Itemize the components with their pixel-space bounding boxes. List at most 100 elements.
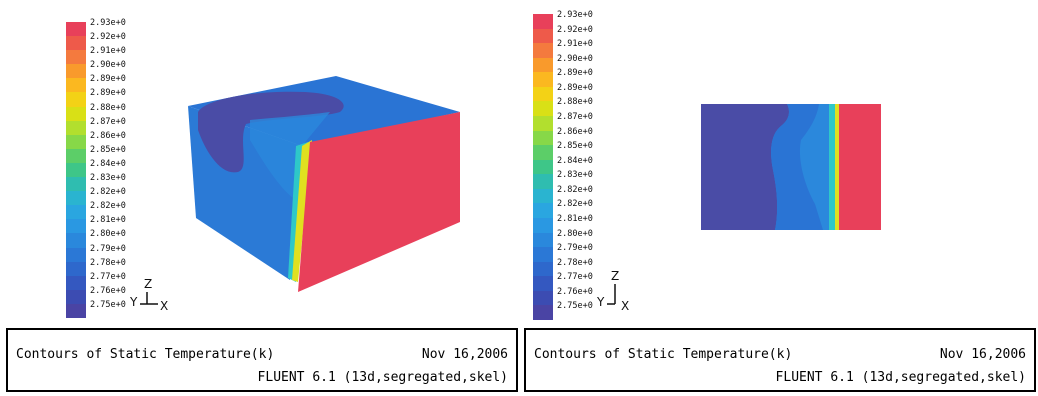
color-scale-tick-label: 2.82e+0 [557, 184, 593, 195]
caption-software: FLUENT 6.1 (13d,segregated,skel) [257, 370, 508, 385]
color-scale-tick-label: 2.82e+0 [90, 201, 126, 212]
temperature-contour-3d-box [188, 76, 460, 292]
caption-box: Contours of Static Temperature(k) Nov 16… [6, 328, 518, 392]
color-scale-swatch [533, 145, 553, 161]
color-scale-swatch [66, 106, 86, 122]
color-scale-tick-label: 2.78e+0 [557, 257, 593, 268]
color-scale-tick-label: 2.75e+0 [90, 299, 126, 310]
cold-region-top [198, 91, 344, 173]
color-scale-swatch [533, 86, 553, 102]
color-scale-tick-label: 2.92e+0 [557, 24, 593, 35]
color-scale-tick-label: 2.85e+0 [557, 141, 593, 152]
color-scale-swatch [533, 305, 553, 321]
color-scale-swatch [66, 247, 86, 263]
color-scale-swatch [533, 174, 553, 190]
color-scale-swatch [66, 36, 86, 51]
caption-software: FLUENT 6.1 (13d,segregated,skel) [775, 370, 1026, 385]
color-scale-tick-label: 2.84e+0 [90, 158, 126, 169]
color-scale-tick-label: 2.89e+0 [557, 68, 593, 79]
color-scale-tick-label: 2.86e+0 [90, 130, 126, 141]
color-scale-swatch [533, 276, 553, 292]
color-scale-swatch [533, 188, 553, 204]
color-scale-tick-label: 2.91e+0 [90, 46, 126, 57]
interface-cyan-band [829, 104, 837, 230]
color-scale-swatch [533, 101, 553, 117]
caption-box: Contours of Static Temperature(k) Nov 16… [524, 328, 1036, 392]
axes-arrows [140, 292, 158, 305]
color-scale-tick-label: 2.89e+0 [557, 82, 593, 93]
contour-panel-2d: 2.93e+0 2.92e+0 2.91e+0 2.90e+0 2.89e+0 2.89e… [519, 0, 1038, 396]
axis-y-label: Y [597, 295, 605, 309]
cold-region-left [701, 104, 789, 230]
color-scale-tick-label: 2.75e+0 [557, 301, 593, 312]
caption-date: Nov 16,2006 [939, 347, 1026, 362]
color-scale-swatch [533, 247, 553, 263]
color-scale-tick-label: 2.78e+0 [90, 257, 126, 268]
color-scale-tick-label: 2.77e+0 [557, 272, 593, 283]
color-scale-tick-label: 2.86e+0 [557, 126, 593, 137]
color-scale-tick-label: 2.91e+0 [557, 39, 593, 50]
color-scale-tick-label: 2.84e+0 [557, 155, 593, 166]
color-scale-swatch [66, 233, 86, 249]
color-scale-swatch [533, 159, 553, 175]
color-scale-tick-label: 2.89e+0 [90, 74, 126, 85]
axis-x-label: X [160, 299, 169, 313]
color-scale-swatch [66, 289, 86, 305]
axis-x-label: X [621, 299, 630, 313]
mid-band [250, 112, 330, 200]
color-scale-tick-label: 2.83e+0 [557, 170, 593, 181]
color-scale-tick-label: 2.87e+0 [557, 112, 593, 122]
color-scale-tick-label: 2.87e+0 [90, 116, 126, 127]
color-scale-tick-label: 2.77e+0 [90, 271, 126, 282]
axes-arrows [607, 284, 616, 305]
color-scale-tick-label: 2.76e+0 [557, 286, 593, 297]
caption-title: Contours of Static Temperature(k) [534, 347, 793, 362]
caption-title: Contours of Static Temperature(k) [16, 347, 275, 362]
temperature-contour-2d-plane [701, 104, 881, 230]
color-scale-swatch [66, 261, 86, 277]
color-scale-swatch [533, 130, 553, 146]
color-scale-tick-label: 2.81e+0 [90, 215, 126, 226]
axes-triad: Z Y X [597, 270, 647, 316]
color-scale-tick-label: 2.82e+0 [90, 187, 126, 198]
hot-region-right [839, 104, 881, 230]
color-scale-tick-label: 2.88e+0 [90, 102, 126, 113]
box-right-face-hot [298, 112, 460, 292]
color-scale-bar [533, 14, 553, 321]
color-scale-swatch [533, 232, 553, 248]
color-scale-swatch [66, 78, 86, 93]
color-scale-swatch [66, 120, 86, 136]
color-scale-swatch [66, 64, 86, 79]
color-scale-swatch [533, 116, 553, 132]
caption-date: Nov 16,2006 [421, 347, 508, 362]
color-scale-swatch [533, 43, 553, 59]
color-scale-swatch [66, 275, 86, 291]
color-scale-tick-label: 2.80e+0 [90, 229, 126, 240]
color-scale-swatch [533, 203, 553, 219]
color-scale-swatch [533, 290, 553, 306]
color-scale-tick-label: 2.90e+0 [557, 53, 593, 64]
color-scale-tick-label: 2.93e+0 [90, 18, 126, 28]
color-scale-swatch [66, 219, 86, 234]
color-scale-tick-label: 2.88e+0 [557, 97, 593, 108]
color-scale-swatch [533, 261, 553, 277]
color-scale-swatch [66, 191, 86, 206]
color-scale-bar [66, 22, 86, 319]
color-scale-swatch [66, 205, 86, 220]
color-scale-swatch [66, 92, 86, 108]
color-scale-swatch [533, 57, 553, 73]
color-scale-swatch [66, 50, 86, 65]
color-scale-swatch [533, 14, 553, 30]
color-scale-tick-label: 2.79e+0 [557, 243, 593, 254]
cool-region-mid [771, 104, 823, 230]
contour-panel-3d: 2.93e+0 2.92e+0 2.91e+0 2.90e+0 2.89e+0 2.89e… [6, 18, 518, 392]
axis-z-label: Z [611, 269, 620, 283]
color-scale-tick-label: 2.92e+0 [90, 32, 126, 43]
color-scale-tick-label: 2.93e+0 [557, 10, 593, 20]
interface-yellow-band [835, 104, 839, 230]
axis-y-label: Y [130, 295, 138, 309]
color-scale-swatch [66, 177, 86, 192]
color-scale-swatch [533, 72, 553, 88]
color-scale-tick-label: 2.90e+0 [90, 60, 126, 71]
color-scale-swatch [533, 28, 553, 44]
